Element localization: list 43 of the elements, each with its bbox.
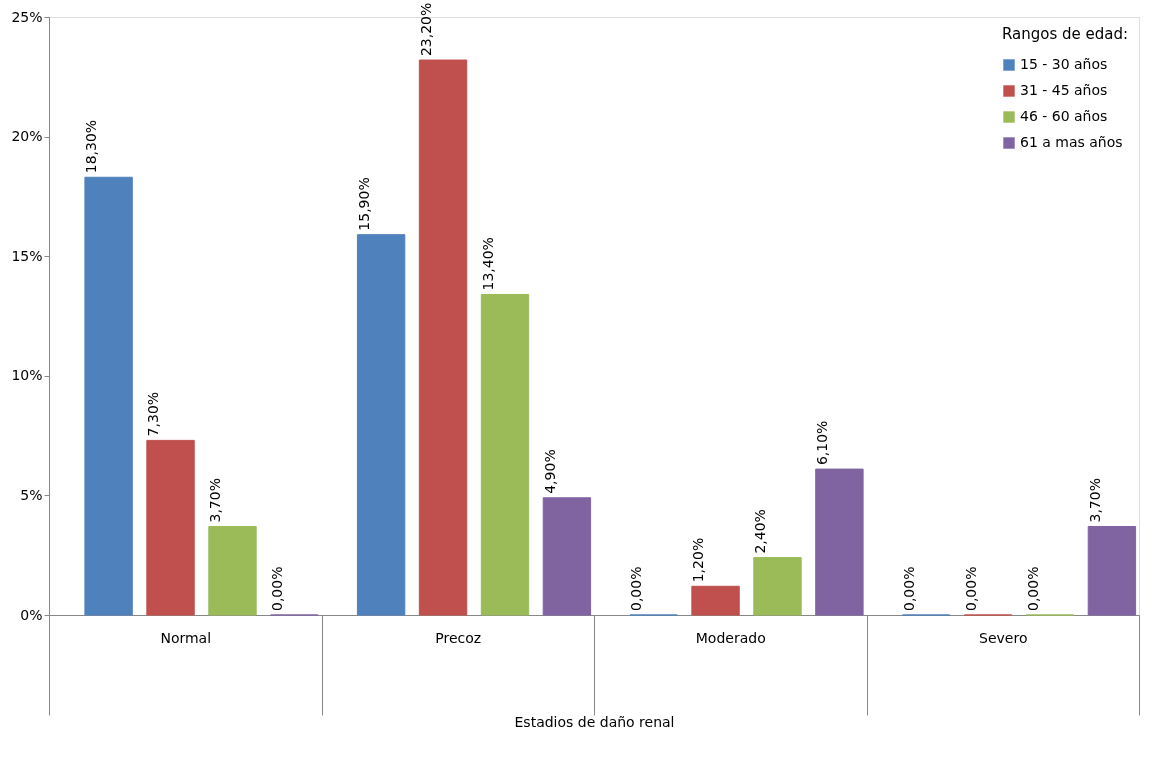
y-tick-label: 25%: [11, 8, 43, 25]
bar: [691, 585, 740, 616]
data-label: 13,40%: [479, 237, 496, 291]
x-tick-label: Precoz: [435, 629, 482, 646]
bar: [815, 468, 864, 616]
bar: [542, 497, 592, 616]
bar: [356, 234, 406, 616]
data-label: 0,00%: [628, 566, 645, 611]
data-label: 23,20%: [417, 2, 434, 57]
data-label: 3,70%: [207, 478, 224, 523]
data-label: 6,10%: [814, 420, 831, 466]
y-tick-label: 0%: [20, 606, 43, 623]
y-tick-label: 5%: [20, 486, 43, 503]
data-label: 18,30%: [83, 119, 100, 174]
data-label: 2,40%: [752, 509, 769, 554]
data-label: 0,00%: [1024, 566, 1041, 611]
x-tick-label: Severo: [979, 629, 1028, 646]
y-tick-label: 20%: [11, 128, 43, 145]
legend-label: 46 - 60 años: [1020, 108, 1108, 124]
x-tick-label: Normal: [160, 629, 212, 646]
x-tick-label: Moderado: [695, 629, 766, 646]
data-label: 0,00%: [962, 566, 979, 611]
bar: [208, 526, 257, 616]
data-label: 4,90%: [541, 449, 558, 494]
legend-label: 15 - 30 años: [1020, 56, 1108, 72]
data-label: 3,70%: [1086, 478, 1103, 523]
data-label: 0,00%: [269, 566, 286, 611]
data-label: 0,00%: [900, 566, 917, 611]
data-label: 15,90%: [355, 177, 372, 231]
bar: [753, 557, 802, 616]
legend-title: Rangos de edad:: [1002, 25, 1129, 43]
data-label: 1,20%: [690, 537, 707, 583]
bar: [84, 176, 133, 616]
data-label: 7,30%: [145, 391, 162, 437]
bar: [146, 439, 195, 616]
legend-label: 61 a mas años: [1020, 134, 1123, 150]
bar: [418, 59, 468, 616]
x-axis-title: Estadios de daño renal: [514, 714, 675, 730]
bar: [480, 293, 530, 616]
legend-label: 31 - 45 años: [1020, 82, 1108, 98]
y-tick-label: 10%: [11, 367, 43, 384]
y-tick-label: 15%: [11, 247, 43, 264]
bar: [1087, 526, 1137, 616]
